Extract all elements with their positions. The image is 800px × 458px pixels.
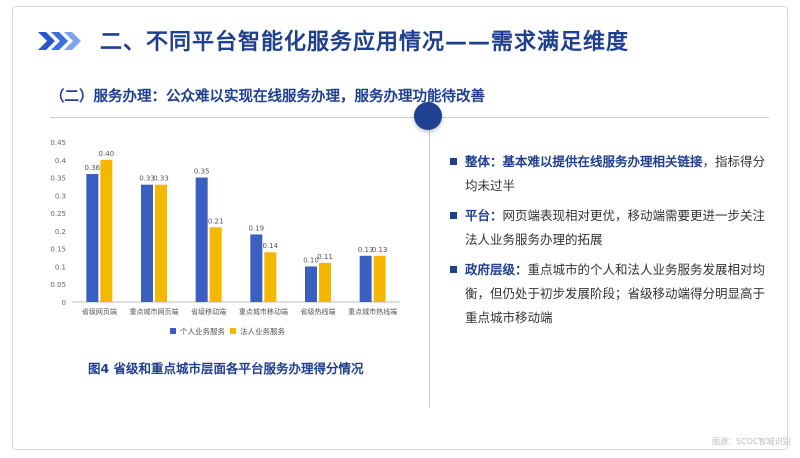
x-tick-label: 省级热线端 bbox=[301, 307, 336, 316]
bullet-text: 重点城市的个人和法人业务服务发展相对均衡，但仍处于初步发展阶段；省级移动端得分明… bbox=[465, 262, 766, 325]
data-label: 0.11 bbox=[317, 253, 333, 261]
bar-personal bbox=[195, 177, 208, 302]
bar-chart: 0 0.05 0.1 0.15 0.2 0.25 0.3 0.35 0.4 0.45 0.36 0.4… bbox=[50, 139, 400, 336]
watermark: 图源：SCOC智城识别 bbox=[712, 437, 791, 446]
bar-personal bbox=[86, 174, 99, 302]
y-tick-label: 0.35 bbox=[50, 175, 66, 183]
bullet-list: 整体：基本难以提供在线服务办理相关链接，指标得分均未过半 平台：网页端表现相对更… bbox=[450, 150, 775, 336]
y-tick-label: 0.3 bbox=[55, 192, 66, 200]
y-tick-label: 0.1 bbox=[55, 263, 66, 271]
data-label: 0.21 bbox=[208, 217, 224, 225]
bar-corporate bbox=[373, 255, 386, 302]
y-tick-label: 0.4 bbox=[55, 157, 67, 165]
bar-personal bbox=[141, 184, 153, 302]
chevron-arrows-icon bbox=[38, 32, 81, 50]
y-tick-label: 0 bbox=[62, 299, 66, 307]
legend-swatch bbox=[170, 328, 176, 334]
bullet-text: ，指标得分均未过半 bbox=[465, 154, 766, 193]
y-tick-label: 0.2 bbox=[55, 228, 66, 236]
bullet-overall: 整体：基本难以提供在线服务办理相关链接，指标得分均未过半 bbox=[450, 150, 775, 198]
y-tick-label: 0.15 bbox=[50, 246, 66, 254]
divider-left bbox=[50, 117, 434, 118]
data-label: 0.33 bbox=[153, 175, 169, 183]
page-title: 二、不同平台智能化服务应用情况——需求满足维度 bbox=[100, 30, 630, 55]
chart-caption: 图4 省级和重点城市层面各平台服务办理得分情况 bbox=[88, 361, 364, 376]
bar-corporate bbox=[264, 252, 277, 302]
x-tick-label: 重点城市网页端 bbox=[130, 307, 179, 316]
square-bullet-icon bbox=[450, 266, 457, 273]
divider-right bbox=[439, 117, 769, 118]
bar-corporate bbox=[319, 262, 331, 302]
data-label: 0.36 bbox=[85, 164, 101, 172]
bullet-gov-level: 政府层级：重点城市的个人和法人业务服务发展相对均衡，但仍处于初步发展阶段；省级移… bbox=[450, 258, 775, 330]
legend-label: 个人业务服务 bbox=[180, 326, 225, 336]
bullet-heading: 政府层级： bbox=[465, 262, 528, 277]
data-label: 0.13 bbox=[358, 246, 374, 254]
data-label: 0.13 bbox=[372, 246, 388, 254]
y-tick-label: 0.05 bbox=[50, 281, 66, 289]
bar-corporate bbox=[155, 184, 167, 302]
legend-label: 法人业务服务 bbox=[240, 326, 285, 336]
bar-corporate bbox=[209, 227, 222, 302]
bar-personal bbox=[305, 266, 317, 302]
bullet-heading: 平台： bbox=[465, 208, 503, 223]
x-tick-label: 省级移动端 bbox=[191, 307, 226, 316]
bullet-platform: 平台：网页端表现相对更优，移动端需要更进一步关注法人业务服务办理的拓展 bbox=[450, 204, 775, 252]
data-label: 0.33 bbox=[139, 175, 155, 183]
bar-personal bbox=[250, 234, 263, 302]
bullet-heading: 整体：基本难以提供在线服务办理相关链接 bbox=[465, 154, 703, 169]
x-tick-label: 重点城市移动端 bbox=[239, 307, 288, 316]
y-tick-label: 0.45 bbox=[50, 139, 66, 147]
data-label: 0.19 bbox=[249, 224, 265, 232]
square-bullet-icon bbox=[450, 158, 457, 165]
x-tick-label: 重点城市热线端 bbox=[348, 307, 397, 316]
bar-corporate bbox=[100, 159, 113, 302]
y-tick-label: 0.25 bbox=[50, 210, 66, 218]
data-label: 0.40 bbox=[99, 150, 115, 158]
data-label: 0.35 bbox=[194, 168, 210, 176]
square-bullet-icon bbox=[450, 212, 457, 219]
data-label: 0.10 bbox=[303, 256, 319, 264]
legend-swatch bbox=[230, 328, 236, 334]
circle-marker-icon bbox=[414, 102, 442, 130]
data-label: 0.14 bbox=[263, 242, 279, 250]
bullet-text: 网页端表现相对更优，移动端需要更进一步关注法人业务服务办理的拓展 bbox=[465, 208, 766, 247]
section-subtitle: （二）服务办理：公众难以实现在线服务办理，服务办理功能待改善 bbox=[50, 89, 485, 105]
bar-personal bbox=[359, 255, 372, 302]
x-tick-label: 省级网页端 bbox=[82, 307, 117, 316]
vertical-divider bbox=[429, 117, 430, 407]
